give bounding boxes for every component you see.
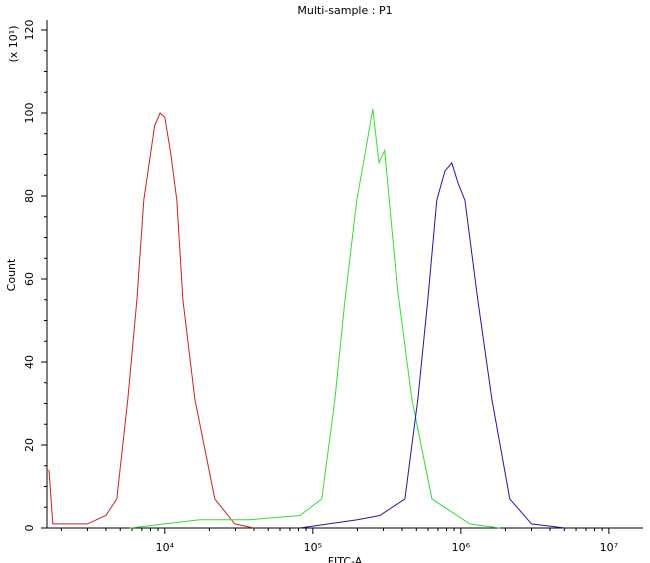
- histogram-line: [48, 112, 255, 529]
- y-tick-label: 80: [23, 189, 36, 203]
- x-axis-label: FITC-A: [328, 555, 363, 563]
- y-tick-label: 120: [23, 20, 36, 41]
- x-tick-label: 10⁵: [304, 541, 322, 554]
- histogram-line: [129, 108, 501, 529]
- histogram-line: [299, 161, 566, 529]
- y-multiplier: (x 10¹): [7, 26, 20, 63]
- y-tick-label: 40: [23, 355, 36, 369]
- chart-title: Multi-sample : P1: [297, 4, 392, 17]
- y-tick-label: 0: [23, 525, 36, 532]
- y-tick-label: 100: [23, 103, 36, 124]
- x-tick-label: 10⁶: [452, 541, 471, 554]
- y-tick-label: 60: [23, 272, 36, 286]
- x-tick-label: 10⁴: [156, 541, 175, 554]
- x-tick-label: 10⁷: [600, 541, 618, 554]
- y-tick-label: 20: [23, 438, 36, 452]
- y-axis-label: Count: [5, 258, 18, 291]
